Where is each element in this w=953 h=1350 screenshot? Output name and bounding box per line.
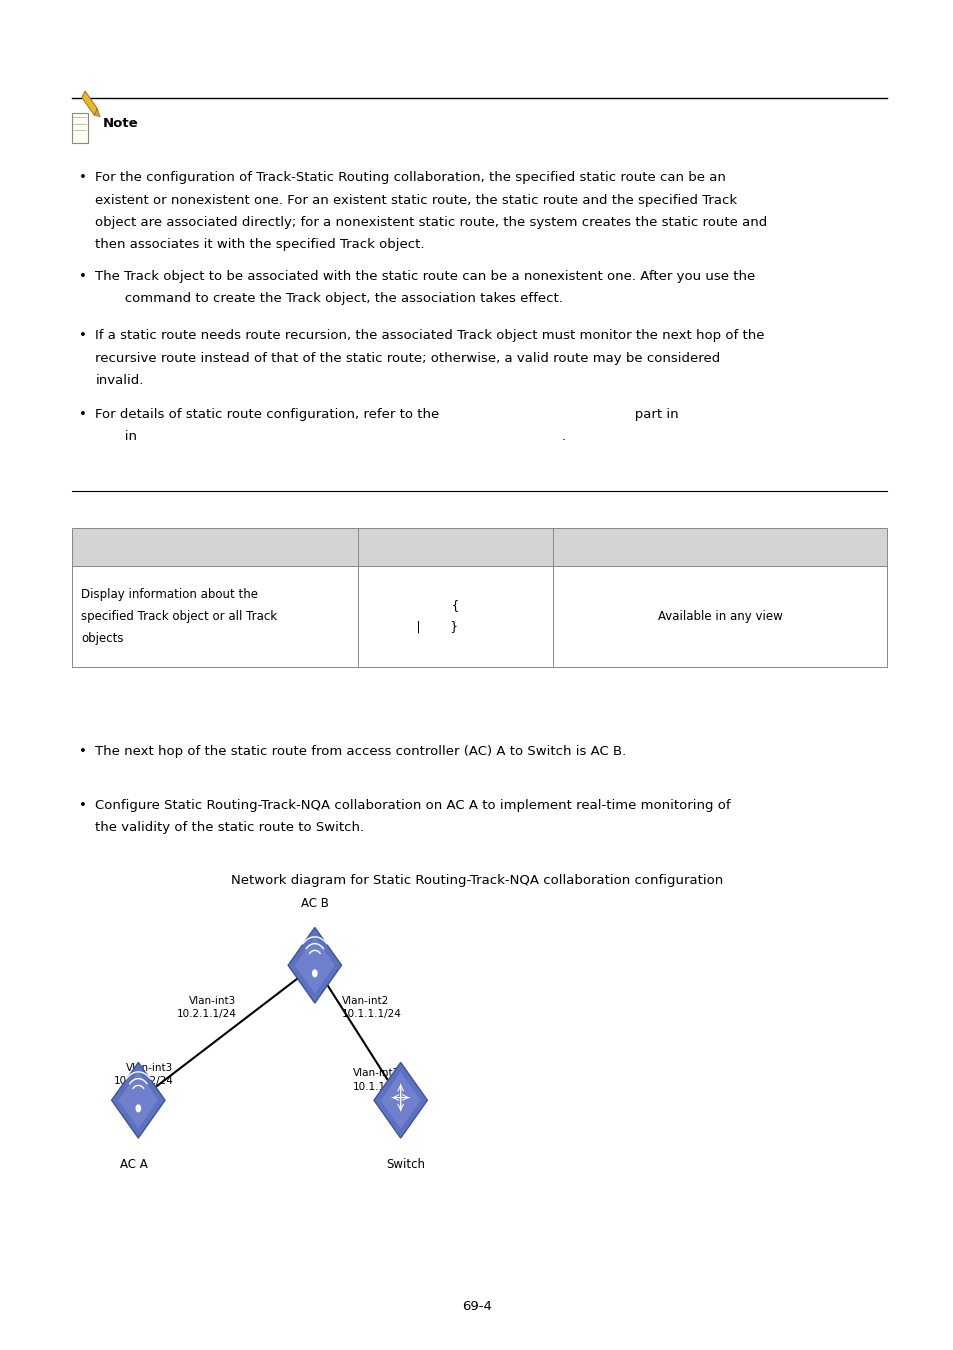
Polygon shape <box>288 927 341 1003</box>
Polygon shape <box>82 90 97 115</box>
Text: Vlan-int2
10.1.1.2/24: Vlan-int2 10.1.1.2/24 <box>353 1068 413 1092</box>
Text: |    }: | } <box>415 621 457 634</box>
Text: Vlan-int3
10.2.1.1/24: Vlan-int3 10.2.1.1/24 <box>176 995 236 1019</box>
Text: Available in any view: Available in any view <box>658 610 781 622</box>
Text: •: • <box>79 408 87 421</box>
Text: invalid.: invalid. <box>95 374 144 387</box>
Text: then associates it with the specified Track object.: then associates it with the specified Tr… <box>95 239 424 251</box>
Text: existent or nonexistent one. For an existent static route, the static route and : existent or nonexistent one. For an exis… <box>95 193 737 207</box>
Text: Vlan-int2
10.1.1.1/24: Vlan-int2 10.1.1.1/24 <box>341 995 401 1019</box>
Text: The Track object to be associated with the static route can be a nonexistent one: The Track object to be associated with t… <box>95 270 755 284</box>
Polygon shape <box>118 1072 158 1129</box>
Text: object are associated directly; for a nonexistent static route, the system creat: object are associated directly; for a no… <box>95 216 767 230</box>
Text: For details of static route configuration, refer to the                         : For details of static route configuratio… <box>95 408 679 421</box>
Text: Display information about the: Display information about the <box>81 587 258 601</box>
Text: •: • <box>79 171 87 185</box>
Text: •: • <box>79 799 87 811</box>
Text: Configure Static Routing-Track-NQA collaboration on AC A to implement real-time : Configure Static Routing-Track-NQA colla… <box>95 799 730 811</box>
Text: {: { <box>452 598 458 612</box>
Polygon shape <box>380 1072 420 1129</box>
FancyBboxPatch shape <box>71 528 886 566</box>
Text: If a static route needs route recursion, the associated Track object must monito: If a static route needs route recursion,… <box>95 329 764 343</box>
Text: objects: objects <box>81 632 124 645</box>
Text: Network diagram for Static Routing-Track-NQA collaboration configuration: Network diagram for Static Routing-Track… <box>231 873 722 887</box>
Polygon shape <box>112 1062 165 1138</box>
Text: in                                                                              : in <box>95 429 566 443</box>
FancyBboxPatch shape <box>71 113 88 143</box>
Polygon shape <box>294 937 335 994</box>
Polygon shape <box>374 1062 427 1138</box>
Text: recursive route instead of that of the static route; otherwise, a valid route ma: recursive route instead of that of the s… <box>95 351 720 364</box>
Text: AC A: AC A <box>119 1158 148 1172</box>
Circle shape <box>312 969 317 977</box>
Text: •: • <box>79 329 87 343</box>
Text: The next hop of the static route from access controller (AC) A to Switch is AC B: The next hop of the static route from ac… <box>95 745 626 759</box>
Text: Vlan-int3
10.2.1.2/24: Vlan-int3 10.2.1.2/24 <box>113 1062 173 1087</box>
Polygon shape <box>94 108 100 116</box>
Text: •: • <box>79 270 87 284</box>
Text: Switch: Switch <box>386 1158 424 1172</box>
Text: 69-4: 69-4 <box>461 1300 492 1314</box>
Text: AC B: AC B <box>300 896 329 910</box>
Text: Note: Note <box>103 116 138 130</box>
Text: •: • <box>79 745 87 759</box>
Circle shape <box>135 1104 141 1112</box>
Text: specified Track object or all Track: specified Track object or all Track <box>81 610 277 622</box>
Text: the validity of the static route to Switch.: the validity of the static route to Swit… <box>95 821 364 834</box>
Text: command to create the Track object, the association takes effect.: command to create the Track object, the … <box>95 292 562 305</box>
Text: For the configuration of Track-Static Routing collaboration, the specified stati: For the configuration of Track-Static Ro… <box>95 171 725 185</box>
